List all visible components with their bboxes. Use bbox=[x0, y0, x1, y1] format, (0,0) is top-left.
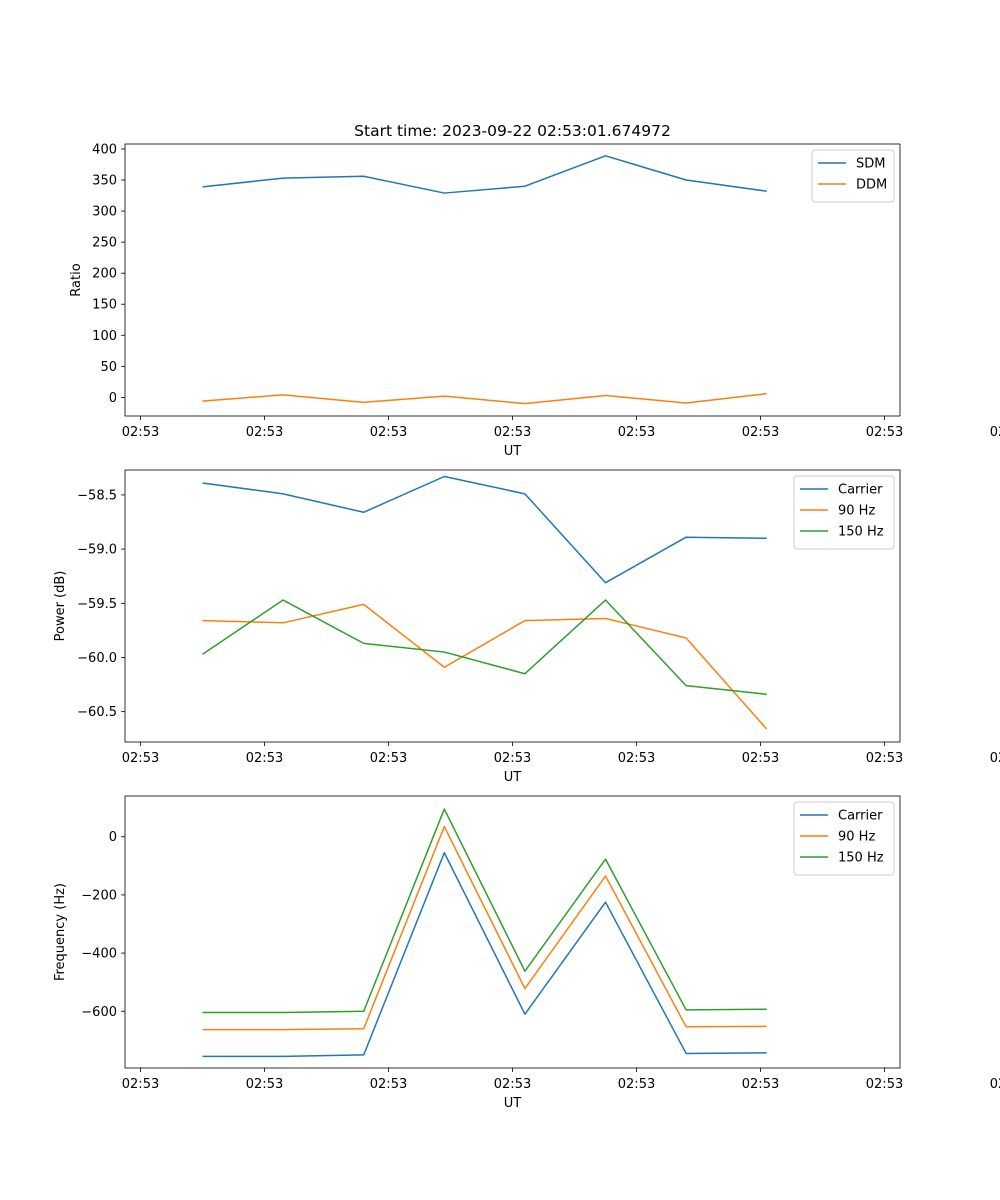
y-tick-label: −200 bbox=[81, 888, 117, 903]
y-tick-label: 50 bbox=[100, 360, 117, 375]
y-axis-label: Power (dB) bbox=[53, 571, 68, 642]
x-tick-label: 02:54 bbox=[990, 1077, 1000, 1092]
x-axis-label: UT bbox=[504, 770, 522, 785]
ratio-panel: 02:53 02:53 02:53 02:53 02:53 02:53 02:53 02:54… bbox=[69, 142, 1000, 459]
x-axis-label: UT bbox=[504, 444, 522, 459]
series-line-90-hz bbox=[202, 825, 767, 1031]
series-line-ddm bbox=[202, 392, 767, 405]
legend-label: SDM bbox=[856, 157, 885, 172]
y-tick-label: −59.0 bbox=[77, 543, 117, 558]
y-tick-label: 100 bbox=[92, 329, 117, 344]
legend-label: Carrier bbox=[838, 483, 883, 498]
legend-label: 150 Hz bbox=[838, 525, 884, 540]
y-tick-label: −60.5 bbox=[77, 705, 117, 720]
x-tick-label: 02:53 bbox=[122, 425, 159, 440]
x-tick-label: 02:53 bbox=[370, 751, 407, 766]
y-tick-label: 400 bbox=[92, 142, 117, 157]
power-panel: 02:53 02:53 02:53 02:53 02:53 02:53 02:53 02:54… bbox=[53, 469, 1000, 785]
y-axis-label: Ratio bbox=[69, 263, 84, 296]
series-line-carrier bbox=[202, 475, 767, 584]
x-tick-label: 02:54 bbox=[990, 751, 1000, 766]
y-tick-label: 200 bbox=[92, 267, 117, 282]
legend-label: DDM bbox=[856, 178, 887, 193]
legend: SDM DDM bbox=[811, 149, 895, 203]
x-tick-label: 02:53 bbox=[742, 425, 779, 440]
x-axis-label: UT bbox=[504, 1096, 522, 1111]
x-tick-label: 02:53 bbox=[370, 1077, 407, 1092]
x-tick-label: 02:53 bbox=[370, 425, 407, 440]
x-tick-label: 02:53 bbox=[122, 751, 159, 766]
x-tick-label: 02:53 bbox=[494, 425, 531, 440]
x-tick-label: 02:53 bbox=[246, 425, 283, 440]
y-tick-label: 150 bbox=[92, 298, 117, 313]
x-tick-label: 02:53 bbox=[742, 751, 779, 766]
y-tick-label: 300 bbox=[92, 205, 117, 220]
y-tick-label: −59.5 bbox=[77, 597, 117, 612]
legend: Carrier 90 Hz 150 Hz bbox=[793, 801, 895, 876]
x-tick-label: 02:53 bbox=[866, 751, 903, 766]
legend-label: 90 Hz bbox=[838, 830, 875, 845]
y-tick-label: −400 bbox=[81, 947, 117, 962]
series-line-sdm bbox=[202, 155, 767, 194]
series-line-90-hz bbox=[202, 603, 768, 730]
frequency-panel: 02:53 02:53 02:53 02:53 02:53 02:53 02:53 02:54… bbox=[53, 795, 1000, 1111]
x-tick-label: 02:53 bbox=[246, 1077, 283, 1092]
series-line-150-hz bbox=[202, 808, 767, 1014]
legend-label: 90 Hz bbox=[838, 504, 875, 519]
legend-label: Carrier bbox=[838, 809, 883, 824]
x-tick-label: 02:53 bbox=[618, 425, 655, 440]
y-axis-label: Frequency (Hz) bbox=[53, 883, 68, 981]
y-tick-label: 250 bbox=[92, 236, 117, 251]
y-tick-label: 0 bbox=[109, 391, 117, 406]
x-tick-label: 02:53 bbox=[618, 1077, 655, 1092]
legend-label: 150 Hz bbox=[838, 851, 884, 866]
x-tick-label: 02:53 bbox=[494, 1077, 531, 1092]
x-tick-label: 02:53 bbox=[122, 1077, 159, 1092]
x-tick-label: 02:54 bbox=[990, 425, 1000, 440]
x-tick-label: 02:53 bbox=[742, 1077, 779, 1092]
chart-title: Start time: 2023-09-22 02:53:01.674972 bbox=[354, 122, 671, 140]
y-tick-label: −600 bbox=[81, 1005, 117, 1020]
x-tick-label: 02:53 bbox=[866, 1077, 903, 1092]
series-line-150-hz bbox=[202, 599, 767, 696]
y-tick-label: 0 bbox=[109, 830, 117, 845]
series-line-carrier bbox=[202, 851, 767, 1058]
x-tick-label: 02:53 bbox=[494, 751, 531, 766]
y-tick-label: 350 bbox=[92, 174, 117, 189]
x-tick-label: 02:53 bbox=[866, 425, 903, 440]
y-tick-label: −60.0 bbox=[77, 651, 117, 666]
x-tick-label: 02:53 bbox=[246, 751, 283, 766]
x-tick-label: 02:53 bbox=[618, 751, 655, 766]
legend: Carrier 90 Hz 150 Hz bbox=[793, 475, 895, 550]
y-tick-label: −58.5 bbox=[77, 488, 117, 503]
